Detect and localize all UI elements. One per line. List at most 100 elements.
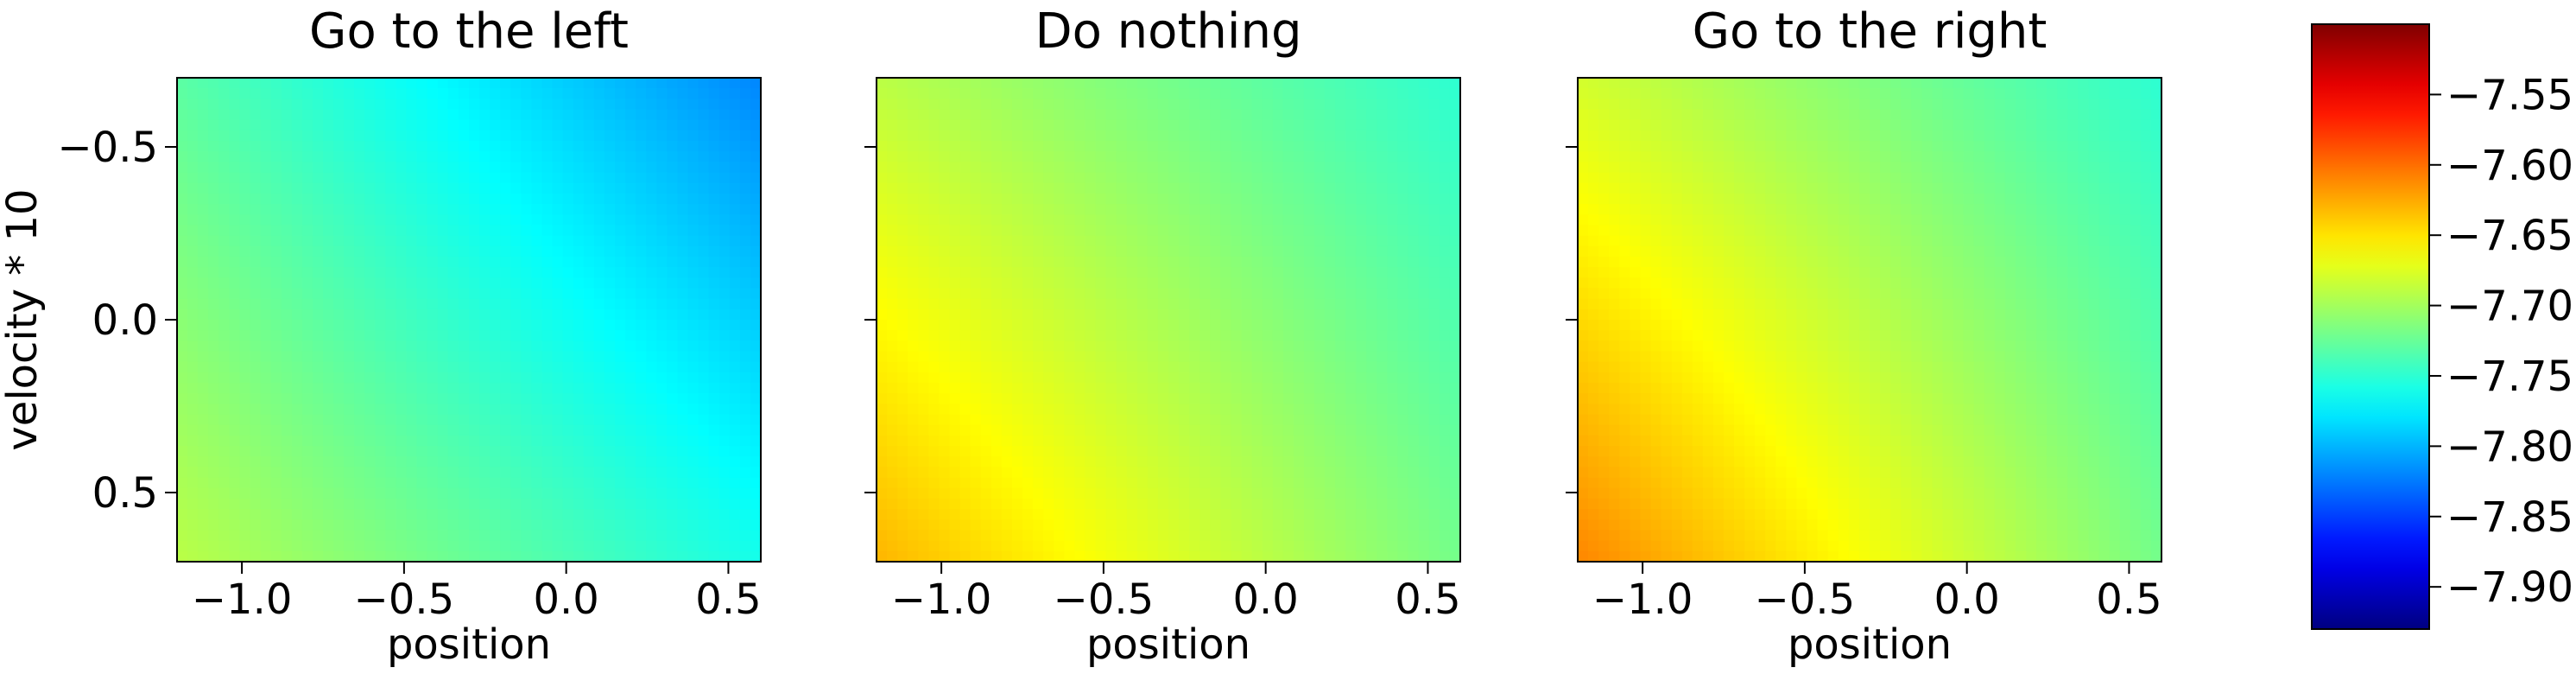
heatmap-cell xyxy=(479,550,491,563)
heatmap-cell xyxy=(1054,467,1066,479)
heatmap-cell xyxy=(897,404,909,416)
heatmap-cell xyxy=(1272,404,1284,416)
heatmap-cell xyxy=(208,383,220,395)
heatmap-cell xyxy=(918,487,930,499)
heatmap-cell xyxy=(1241,456,1253,468)
heatmap-cell xyxy=(1116,99,1128,111)
heatmap-cell xyxy=(1126,130,1138,142)
heatmap-cell xyxy=(364,78,377,89)
heatmap-cell xyxy=(427,151,439,163)
heatmap-cell xyxy=(667,162,679,174)
heatmap-cell xyxy=(250,530,262,542)
heatmap-cell xyxy=(1074,214,1086,226)
heatmap-cell xyxy=(646,119,658,131)
heatmap-cell xyxy=(1397,172,1409,184)
heatmap-cell xyxy=(531,288,543,300)
heatmap-cell xyxy=(1189,330,1201,342)
heatmap-cell xyxy=(1293,119,1305,131)
heatmap-cell xyxy=(1418,214,1430,226)
heatmap-cell xyxy=(1210,477,1222,489)
heatmap-cell xyxy=(1397,214,1409,226)
heatmap-cell xyxy=(1043,109,1055,121)
heatmap-cell xyxy=(1147,509,1159,521)
heatmap-cell xyxy=(427,298,439,310)
heatmap-cell xyxy=(877,204,888,216)
heatmap-cell xyxy=(1022,361,1034,373)
heatmap-cell xyxy=(949,277,961,289)
heatmap-cell xyxy=(458,151,470,163)
heatmap-cell xyxy=(396,298,408,310)
heatmap-cell xyxy=(416,550,428,563)
heatmap-cell xyxy=(187,277,199,289)
heatmap-cell xyxy=(1022,519,1034,531)
heatmap-cell xyxy=(949,141,961,153)
heatmap-cell xyxy=(615,477,626,489)
heatmap-cell xyxy=(877,340,888,353)
heatmap-cell xyxy=(416,235,428,247)
heatmap-cell xyxy=(270,288,282,300)
heatmap-cell xyxy=(636,288,648,300)
heatmap-cell xyxy=(552,446,564,458)
heatmap-cell xyxy=(1064,393,1076,405)
heatmap-cell xyxy=(887,361,898,373)
heatmap-cell xyxy=(918,456,930,468)
heatmap-cell xyxy=(541,550,554,563)
heatmap-cell xyxy=(1210,78,1222,89)
heatmap-cell xyxy=(1033,151,1044,163)
heatmap-cell xyxy=(458,477,470,489)
heatmap-cell xyxy=(604,151,616,163)
heatmap-cell xyxy=(250,509,262,521)
heatmap-cell xyxy=(1418,414,1430,426)
heatmap-cell xyxy=(281,404,293,416)
heatmap-cell xyxy=(991,193,1003,205)
heatmap-cell xyxy=(1325,340,1336,353)
heatmap-cell xyxy=(500,477,512,489)
heatmap-cell xyxy=(1136,109,1149,121)
heatmap-cell xyxy=(469,204,480,216)
heatmap-cell xyxy=(437,435,449,447)
heatmap-cell xyxy=(396,404,408,416)
heatmap-cell xyxy=(1074,182,1086,194)
heatmap-cell xyxy=(667,498,679,510)
heatmap-cell xyxy=(427,383,439,395)
heatmap-cell xyxy=(1220,383,1232,395)
heatmap-cell xyxy=(479,424,491,436)
heatmap-cell xyxy=(1397,277,1409,289)
heatmap-cell xyxy=(1054,519,1066,531)
heatmap-cell xyxy=(500,277,512,289)
heatmap-cell xyxy=(1272,99,1284,111)
heatmap-cell xyxy=(667,151,679,163)
heatmap-cell xyxy=(928,130,940,142)
heatmap-cell xyxy=(521,193,533,205)
heatmap-cell xyxy=(344,214,356,226)
heatmap-cell xyxy=(991,256,1003,268)
heatmap-cell xyxy=(1064,78,1076,89)
heatmap-cell xyxy=(312,267,324,279)
heatmap-cell xyxy=(1356,182,1368,194)
heatmap-cell xyxy=(187,383,199,395)
heatmap-cell xyxy=(897,288,909,300)
heatmap-cell xyxy=(583,288,595,300)
heatmap-cell xyxy=(1136,235,1149,247)
heatmap-cell xyxy=(687,99,699,111)
heatmap-cell xyxy=(344,509,356,521)
heatmap-cell xyxy=(729,308,741,321)
heatmap-cell xyxy=(729,182,741,194)
heatmap-cell xyxy=(1168,340,1180,353)
heatmap-cell xyxy=(323,519,334,531)
heatmap-cell xyxy=(1272,467,1284,479)
heatmap-cell xyxy=(1251,372,1263,384)
heatmap-cell xyxy=(1428,225,1440,237)
heatmap-cell xyxy=(897,235,909,247)
heatmap-cell xyxy=(427,361,439,373)
heatmap-cell xyxy=(1210,141,1222,153)
heatmap-cell xyxy=(177,182,188,194)
heatmap-cell xyxy=(1325,78,1336,89)
heatmap-cell xyxy=(1428,320,1440,331)
heatmap-cell xyxy=(625,151,636,163)
heatmap-cell xyxy=(469,267,480,279)
heatmap-cell xyxy=(718,162,731,174)
heatmap-cell xyxy=(1136,267,1149,279)
heatmap-cell xyxy=(447,162,459,174)
x-ticks: −1.0 −0.5 0.0 0.5 xyxy=(192,562,762,624)
